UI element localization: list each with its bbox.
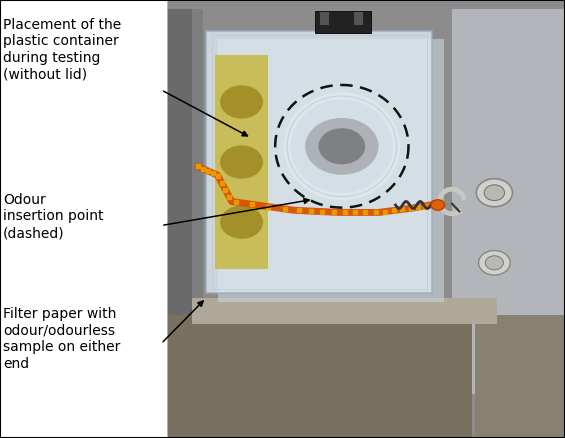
Bar xyxy=(354,12,363,25)
Circle shape xyxy=(479,251,510,275)
Bar xyxy=(218,39,444,302)
Circle shape xyxy=(319,128,365,164)
Bar xyxy=(215,55,268,269)
Text: Placement of the
plastic container
during testing
(without lid): Placement of the plastic container durin… xyxy=(3,18,121,82)
Circle shape xyxy=(220,85,263,119)
Text: Filter paper with
odour/odourless
sample on either
end: Filter paper with odour/odourless sample… xyxy=(3,307,120,371)
Text: Odour
insertion point
(dashed): Odour insertion point (dashed) xyxy=(3,193,103,240)
Circle shape xyxy=(220,205,263,239)
Bar xyxy=(192,9,203,394)
Bar xyxy=(167,315,472,438)
Bar xyxy=(315,11,371,33)
Bar xyxy=(167,9,192,394)
Bar xyxy=(475,315,565,438)
Circle shape xyxy=(485,256,503,270)
Circle shape xyxy=(431,200,445,210)
Bar xyxy=(206,31,432,293)
Bar xyxy=(320,12,329,25)
Bar xyxy=(212,35,427,289)
Bar xyxy=(192,298,497,324)
Circle shape xyxy=(476,179,512,207)
Circle shape xyxy=(220,145,263,179)
Bar xyxy=(167,0,565,438)
Circle shape xyxy=(305,118,379,175)
Circle shape xyxy=(484,185,505,201)
Bar xyxy=(452,9,565,394)
